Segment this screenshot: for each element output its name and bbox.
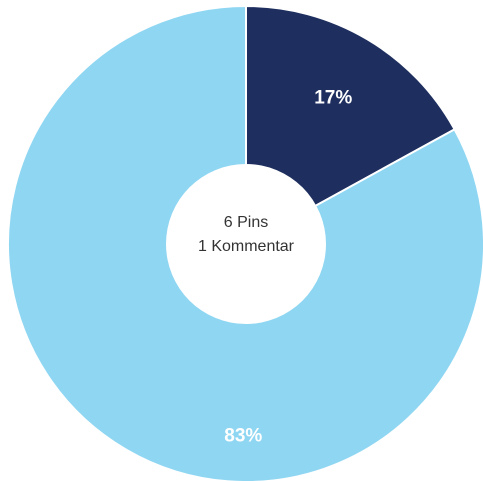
center-text-line-1: 6 Pins bbox=[224, 214, 268, 231]
slice-label-1: 17% bbox=[314, 88, 352, 109]
center-text-line-2: 1 Kommentar bbox=[198, 238, 295, 255]
donut-center-hole bbox=[166, 164, 326, 324]
slice-label-2: 83% bbox=[224, 425, 262, 446]
slice-labels-group: 17% 83% bbox=[224, 88, 352, 447]
